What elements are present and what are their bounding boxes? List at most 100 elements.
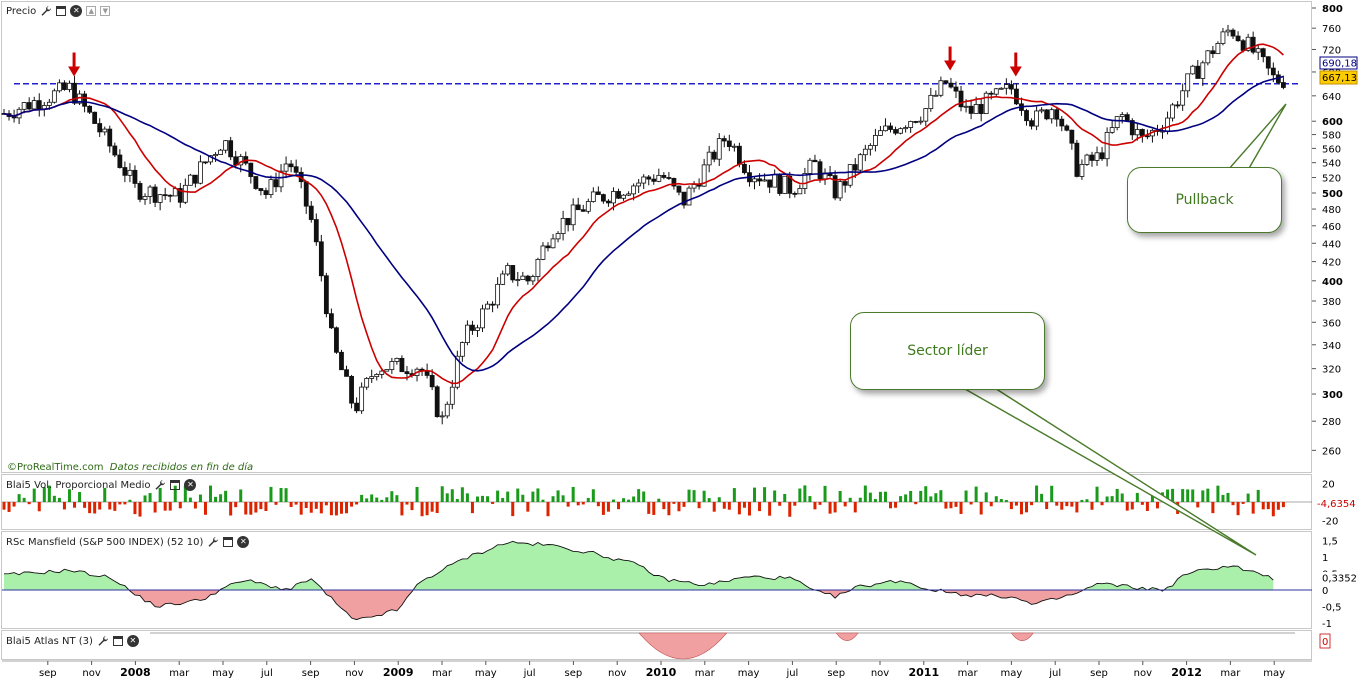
- time-axis-tick-label: 2008: [120, 666, 151, 679]
- price-axis-tick-label: 320: [1322, 365, 1341, 376]
- candle-body: [958, 90, 964, 108]
- price-candle: [933, 90, 939, 97]
- price-axis-tick-label: 580: [1322, 131, 1341, 142]
- ma-last-value: 690,18: [1322, 59, 1357, 70]
- price-candle: [721, 135, 727, 148]
- volume-bar: [375, 497, 379, 502]
- volume-bar: [279, 487, 283, 502]
- volume-bar: [1060, 502, 1064, 510]
- candle-body: [948, 82, 954, 88]
- close-icon[interactable]: ✕: [70, 5, 83, 17]
- price-candle: [656, 168, 662, 183]
- move-down-icon[interactable]: ▼: [100, 6, 111, 16]
- candle-body: [122, 167, 128, 176]
- volume-bar: [153, 502, 157, 513]
- volume-bar: [904, 494, 908, 502]
- pullback-callout-pointer: [1226, 103, 1287, 171]
- candle-body: [21, 102, 27, 110]
- wrench-icon[interactable]: [207, 536, 219, 548]
- volume-bar: [67, 489, 71, 502]
- volume-bar: [758, 502, 762, 512]
- price-candle: [51, 88, 57, 104]
- wrench-icon[interactable]: [97, 635, 109, 647]
- price-axis-tick-label: 800: [1322, 4, 1343, 15]
- price-axis-tick-label: 560: [1322, 144, 1341, 155]
- price-candle: [132, 165, 138, 188]
- volume-bar: [203, 502, 207, 515]
- price-candle: [515, 271, 521, 287]
- volume-bar: [838, 490, 842, 502]
- candle-body: [62, 82, 67, 90]
- volume-bar: [642, 491, 646, 502]
- close-icon[interactable]: ✕: [237, 536, 250, 548]
- wrench-icon[interactable]: [40, 5, 52, 17]
- volume-bar: [249, 502, 253, 515]
- volume-bar: [1206, 488, 1210, 502]
- candle-body: [1134, 129, 1140, 136]
- price-axis-tick-label: 420: [1322, 258, 1341, 269]
- price-candle: [943, 80, 949, 85]
- candle-body: [1220, 31, 1226, 44]
- candle-body: [938, 80, 944, 96]
- candle-body: [993, 88, 999, 95]
- candle-body: [107, 128, 113, 147]
- price-candle: [616, 188, 621, 199]
- price-candle: [364, 377, 370, 390]
- candle-body: [525, 275, 531, 282]
- price-candle: [1039, 107, 1045, 114]
- volume-bar: [586, 497, 590, 502]
- window-icon[interactable]: [56, 6, 67, 16]
- window-icon[interactable]: [223, 537, 234, 547]
- candle-body: [873, 135, 878, 146]
- price-candle: [475, 324, 480, 338]
- candle-body: [162, 194, 168, 197]
- time-axis-tick-label: mar: [695, 668, 716, 679]
- volume-bar: [57, 497, 61, 502]
- price-candle: [807, 157, 813, 181]
- candle-body: [1119, 114, 1125, 118]
- candle-body: [470, 324, 475, 331]
- price-candle: [67, 80, 72, 93]
- price-candle: [495, 277, 501, 309]
- candle-body: [429, 375, 435, 388]
- sector-leader-callout-text: Sector líder: [907, 343, 988, 359]
- price-candle: [349, 374, 354, 409]
- volume-bar: [672, 502, 676, 504]
- price-candle: [1029, 118, 1034, 130]
- candle-body: [389, 361, 395, 370]
- window-icon[interactable]: [112, 636, 123, 646]
- price-candle: [862, 144, 868, 162]
- price-candle: [1099, 147, 1105, 161]
- wrench-icon[interactable]: [154, 479, 166, 491]
- volume-bar: [591, 489, 595, 502]
- price-candle: [908, 120, 914, 133]
- candle-body: [706, 151, 712, 166]
- candle-body: [475, 327, 480, 331]
- volume-axis-tick-label: 20: [1322, 479, 1335, 490]
- price-candle: [1094, 146, 1100, 166]
- window-icon[interactable]: [170, 480, 181, 490]
- candle-body: [1270, 67, 1276, 76]
- volume-bar: [511, 502, 515, 517]
- price-candle: [883, 118, 888, 132]
- time-axis-tick-label: jul: [260, 668, 273, 679]
- volume-bar: [350, 502, 354, 507]
- volume-bar: [501, 497, 505, 502]
- price-candle: [948, 78, 954, 89]
- price-candle: [898, 127, 903, 135]
- volume-last-value: -4,6354: [1317, 499, 1356, 510]
- volume-bar: [1135, 492, 1139, 502]
- volume-bar: [1196, 502, 1200, 508]
- volume-bar: [984, 492, 988, 502]
- rsc-line: [3, 540, 1274, 621]
- close-icon[interactable]: ✕: [184, 479, 197, 491]
- move-up-icon[interactable]: ▲: [86, 6, 97, 16]
- close-icon[interactable]: ✕: [126, 635, 139, 647]
- volume-bar: [637, 489, 641, 502]
- volume-bar: [324, 502, 328, 506]
- volume-bar: [1110, 496, 1114, 502]
- credit-note: Datos recibidos en fin de día: [109, 462, 254, 473]
- pullback-callout-text: Pullback: [1175, 192, 1234, 208]
- price-candle: [792, 191, 798, 198]
- candle-body: [540, 245, 546, 260]
